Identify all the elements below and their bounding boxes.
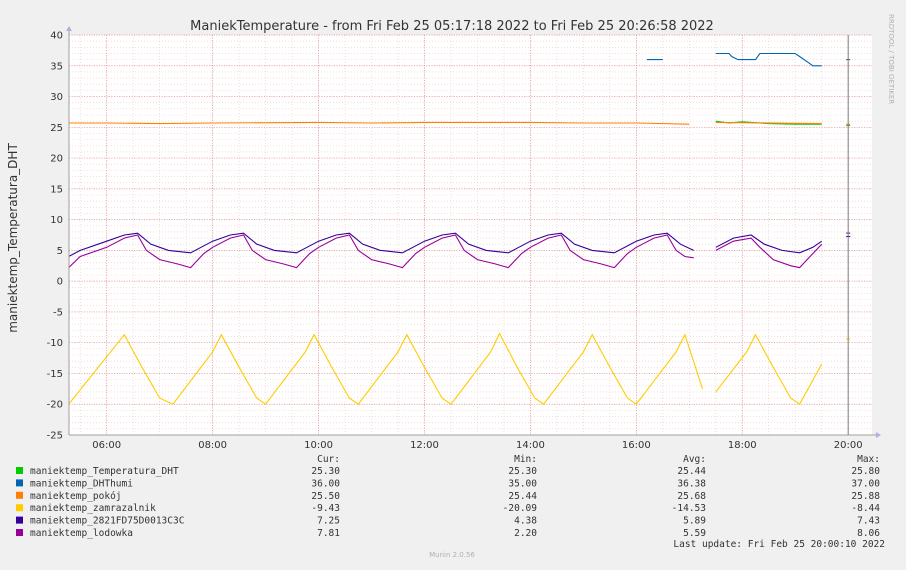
legend-value-min: -20.09 xyxy=(503,503,538,514)
legend-value-cur: 36.00 xyxy=(311,478,340,489)
legend-value-max: 7.43 xyxy=(857,516,880,527)
axes xyxy=(66,26,881,438)
legend-value-max: 25.88 xyxy=(851,491,880,502)
x-tick-label: 12:00 xyxy=(410,440,439,451)
legend-column-header: Max: xyxy=(857,454,880,465)
series-layer xyxy=(68,52,851,405)
y-tick-label: 10 xyxy=(50,215,63,226)
legend-value-max: 37.00 xyxy=(851,478,880,489)
y-tick-label: 40 xyxy=(50,31,63,42)
legend-value-cur: -9.43 xyxy=(311,503,340,514)
legend-value-avg: -14.53 xyxy=(672,503,706,514)
y-tick-label: -15 xyxy=(47,369,63,380)
munin-version: Munin 2.0.56 xyxy=(429,551,475,559)
series-line xyxy=(715,237,823,269)
legend-swatch xyxy=(16,529,23,536)
y-tick-label: 35 xyxy=(50,61,63,72)
legend-value-cur: 25.50 xyxy=(311,491,340,502)
x-tick-label: 06:00 xyxy=(92,440,121,451)
x-tick-label: 20:00 xyxy=(834,440,863,451)
y-tick-label: 15 xyxy=(50,184,63,195)
y-tick-label: -5 xyxy=(53,307,63,318)
legend-series-name: maniektemp_zamrazalnik xyxy=(30,503,156,514)
legend-series-name: maniektemp_Temperatura_DHT xyxy=(30,466,179,477)
legend-value-cur: 7.25 xyxy=(317,516,340,527)
series-line xyxy=(68,332,704,405)
legend-value-max: 25.80 xyxy=(851,466,880,477)
legend-value-avg: 25.44 xyxy=(677,466,706,477)
series-line xyxy=(715,333,823,405)
legend-value-min: 2.20 xyxy=(514,528,537,539)
legend-value-avg: 5.59 xyxy=(683,528,706,539)
y-axis-arrow xyxy=(66,26,72,31)
x-tick-label: 18:00 xyxy=(728,440,757,451)
legend-swatch xyxy=(16,479,23,487)
series-line xyxy=(715,234,823,254)
rrdtool-watermark: RRDTOOL / TOBI OETIKER xyxy=(887,14,895,104)
legend-series-name: maniektemp_DHThumi xyxy=(30,478,133,489)
legend-series-name: maniektemp_lodowka xyxy=(30,528,133,539)
plot-area xyxy=(69,35,872,435)
chart-title: ManiekTemperature - from Fri Feb 25 05:1… xyxy=(190,19,714,34)
legend-value-min: 4.38 xyxy=(514,516,537,527)
y-tick-label: -20 xyxy=(47,400,63,411)
legend-column-header: Min: xyxy=(514,454,537,465)
legend-column-header: Cur: xyxy=(317,454,340,465)
legend-series-name: maniektemp_pokój xyxy=(30,491,122,502)
y-tick-label: -25 xyxy=(47,431,63,442)
x-tick-label: 08:00 xyxy=(198,440,227,451)
legend-value-avg: 5.89 xyxy=(683,516,706,527)
y-tick-label: 0 xyxy=(57,277,63,288)
legend-series-name: maniektemp_2821FD75D0013C3C xyxy=(30,516,184,527)
y-tick-label: -10 xyxy=(47,338,63,349)
legend-value-max: 8.06 xyxy=(857,528,880,539)
x-tick-labels: 06:00 08:00 10:00 12:00 14:00 16:00 18:00 20:00 xyxy=(92,440,862,451)
legend-value-cur: 7.81 xyxy=(317,528,340,539)
x-tick-label: 14:00 xyxy=(516,440,545,451)
legend-swatch xyxy=(16,504,23,512)
legend-swatch xyxy=(16,491,23,499)
legend-value-cur: 25.30 xyxy=(311,466,340,477)
x-tick-label: 10:00 xyxy=(304,440,333,451)
y-tick-labels: 40 35 30 25 20 15 10 5 0 -5 -10 -15 -20 -25 xyxy=(47,31,63,442)
legend-value-avg: 25.68 xyxy=(677,491,706,502)
legend-value-min: 35.00 xyxy=(508,478,537,489)
last-update: Last update: Fri Feb 25 20:00:10 2022 xyxy=(673,539,885,550)
y-tick-label: 20 xyxy=(50,154,63,165)
legend-value-max: -8.44 xyxy=(851,503,880,514)
legend-swatch xyxy=(16,516,23,524)
series-line xyxy=(68,121,690,125)
legend-swatch xyxy=(16,467,23,474)
y-tick-label: 30 xyxy=(50,92,63,103)
y-axis-label: maniektemp_Temperatura_DHT xyxy=(6,143,20,333)
y-tick-label: 5 xyxy=(57,246,63,257)
legend-value-min: 25.30 xyxy=(508,466,537,477)
y-tick-label: 25 xyxy=(50,123,63,134)
x-tick-label: 16:00 xyxy=(622,440,651,451)
x-axis-arrow xyxy=(876,432,881,438)
series-line xyxy=(715,52,822,67)
legend: Cur: Min: Avg: Max: maniektemp_Temperatura_D… xyxy=(16,454,880,539)
legend-value-min: 25.44 xyxy=(508,491,537,502)
legend-column-header: Avg: xyxy=(683,454,706,465)
series-line xyxy=(715,121,822,125)
grid-minor xyxy=(69,34,872,436)
legend-value-avg: 36.38 xyxy=(677,478,706,489)
series-line xyxy=(68,234,694,269)
series-line xyxy=(68,232,694,257)
